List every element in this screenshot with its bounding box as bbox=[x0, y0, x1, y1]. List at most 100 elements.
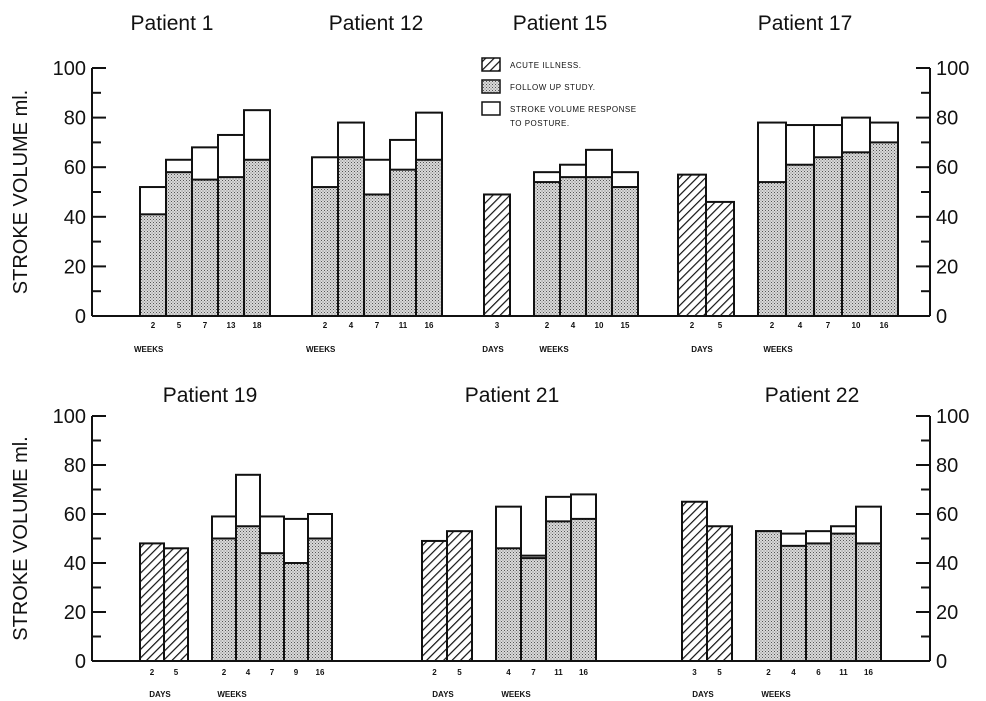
panel-title: Patient 15 bbox=[513, 12, 608, 35]
follow-up-bar bbox=[533, 181, 561, 317]
x-tick-label: 7 bbox=[375, 321, 380, 330]
x-tick-label: 9 bbox=[294, 668, 299, 677]
follow-up-bar bbox=[757, 181, 787, 317]
y-tick-label-right: 0 bbox=[936, 651, 947, 673]
acute-illness-bar bbox=[139, 542, 165, 663]
y-axis-label: STROKE VOLUME ml. bbox=[10, 90, 32, 294]
x-tick-label: 5 bbox=[174, 668, 179, 677]
follow-up-bar bbox=[415, 158, 443, 317]
x-tick-label: 2 bbox=[150, 668, 155, 677]
y-tick-label-left: 100 bbox=[53, 58, 86, 80]
x-tick-label: 5 bbox=[177, 321, 182, 330]
acute-illness-bar bbox=[681, 500, 708, 662]
y-tick-label-left: 0 bbox=[75, 651, 86, 673]
follow-up-bar bbox=[217, 176, 245, 317]
y-tick-label-right: 20 bbox=[936, 256, 958, 278]
x-tick-label: 2 bbox=[323, 321, 328, 330]
follow-up-bar bbox=[559, 176, 587, 317]
legend-label-follow-up: FOLLOW UP STUDY. bbox=[510, 83, 596, 92]
follow-up-bar bbox=[520, 557, 547, 662]
follow-up-bar bbox=[165, 171, 193, 317]
x-tick-label: 4 bbox=[571, 321, 576, 330]
y-tick-label-right: 80 bbox=[936, 108, 958, 130]
follow-up-bar bbox=[139, 213, 167, 318]
y-tick-label-right: 100 bbox=[936, 406, 969, 428]
acute-illness-bar bbox=[705, 200, 735, 317]
panel-title: Patient 12 bbox=[329, 12, 424, 35]
y-tick-label-left: 80 bbox=[64, 108, 86, 130]
follow-up-bar bbox=[363, 193, 391, 317]
panel-title: Patient 17 bbox=[758, 12, 853, 35]
x-tick-label: 5 bbox=[457, 668, 462, 677]
x-tick-label: 2 bbox=[770, 321, 775, 330]
x-tick-label: 3 bbox=[692, 668, 697, 677]
legend-swatch-follow-up bbox=[481, 79, 501, 94]
y-tick-label-left: 60 bbox=[64, 504, 86, 526]
follow-up-bar bbox=[611, 186, 639, 317]
y-tick-label-left: 40 bbox=[64, 207, 86, 229]
follow-up-bar bbox=[813, 156, 843, 317]
follow-up-bar bbox=[495, 547, 522, 662]
follow-up-bar bbox=[830, 532, 857, 662]
x-tick-label: 4 bbox=[349, 321, 354, 330]
x-tick-label: 2 bbox=[222, 668, 227, 677]
follow-up-bar bbox=[337, 156, 365, 317]
follow-up-bar bbox=[243, 158, 271, 317]
y-tick-label-left: 0 bbox=[75, 306, 86, 328]
x-tick-label: 16 bbox=[316, 668, 325, 677]
x-tick-label: 11 bbox=[554, 668, 563, 677]
x-unit-weeks-label: WEEKS bbox=[501, 690, 531, 699]
x-tick-label: 10 bbox=[852, 321, 861, 330]
panel-title: Patient 19 bbox=[163, 384, 258, 407]
x-unit-days-label: DAYS bbox=[692, 690, 714, 699]
x-tick-label: 2 bbox=[545, 321, 550, 330]
x-unit-weeks-label: WEEKS bbox=[217, 690, 247, 699]
legend-swatch-acute bbox=[481, 57, 501, 72]
x-tick-label: 3 bbox=[495, 321, 500, 330]
x-unit-days-label: DAYS bbox=[482, 345, 504, 354]
x-tick-label: 15 bbox=[621, 321, 630, 330]
x-tick-label: 18 bbox=[253, 321, 262, 330]
x-unit-days-label: DAYS bbox=[149, 690, 171, 699]
x-tick-label: 2 bbox=[151, 321, 156, 330]
y-tick-label-left: 40 bbox=[64, 553, 86, 575]
x-tick-label: 2 bbox=[766, 668, 771, 677]
acute-illness-bar bbox=[483, 193, 511, 317]
follow-up-bar bbox=[235, 525, 261, 662]
y-tick-label-right: 80 bbox=[936, 455, 958, 477]
y-tick-label-left: 100 bbox=[53, 406, 86, 428]
acute-illness-bar bbox=[706, 525, 733, 662]
x-tick-label: 16 bbox=[880, 321, 889, 330]
y-tick-label-left: 20 bbox=[64, 602, 86, 624]
legend-label-posture: STROKE VOLUME RESPONSE bbox=[510, 105, 637, 114]
x-tick-label: 11 bbox=[839, 668, 848, 677]
follow-up-bar bbox=[869, 141, 899, 317]
follow-up-bar bbox=[311, 186, 339, 317]
x-tick-label: 2 bbox=[432, 668, 437, 677]
x-tick-label: 7 bbox=[531, 668, 536, 677]
follow-up-bar bbox=[841, 151, 871, 317]
acute-illness-bar bbox=[446, 530, 473, 663]
x-tick-label: 4 bbox=[798, 321, 803, 330]
follow-up-bar bbox=[585, 176, 613, 317]
x-unit-weeks-label: WEEKS bbox=[539, 345, 569, 354]
x-tick-label: 16 bbox=[425, 321, 434, 330]
x-tick-label: 7 bbox=[270, 668, 275, 677]
y-tick-label-right: 40 bbox=[936, 207, 958, 229]
y-tick-label-right: 100 bbox=[936, 58, 969, 80]
y-tick-label-left: 60 bbox=[64, 157, 86, 179]
x-tick-label: 16 bbox=[579, 668, 588, 677]
x-tick-label: 4 bbox=[506, 668, 511, 677]
x-tick-label: 4 bbox=[791, 668, 796, 677]
x-tick-label: 6 bbox=[816, 668, 821, 677]
follow-up-bar bbox=[785, 163, 815, 317]
follow-up-bar bbox=[570, 517, 597, 663]
legend-swatch-posture bbox=[481, 101, 501, 116]
y-tick-label-right: 0 bbox=[936, 306, 947, 328]
x-unit-weeks-label: WEEKS bbox=[134, 345, 164, 354]
follow-up-bar bbox=[780, 544, 807, 662]
legend-label-acute: ACUTE ILLNESS. bbox=[510, 61, 581, 70]
x-tick-label: 13 bbox=[227, 321, 236, 330]
y-tick-label-left: 20 bbox=[64, 256, 86, 278]
